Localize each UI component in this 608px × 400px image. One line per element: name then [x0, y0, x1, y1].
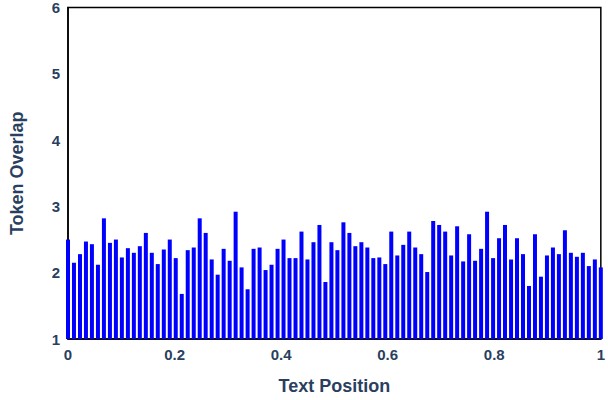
svg-text:4: 4 — [52, 132, 61, 149]
svg-text:6: 6 — [52, 0, 60, 16]
svg-text:0.8: 0.8 — [484, 346, 505, 363]
svg-text:1: 1 — [52, 331, 60, 348]
svg-text:0: 0 — [64, 346, 72, 363]
svg-text:2: 2 — [52, 264, 60, 281]
svg-text:0.4: 0.4 — [271, 346, 293, 363]
svg-text:Token Overlap: Token Overlap — [7, 111, 27, 235]
svg-text:5: 5 — [52, 65, 60, 82]
svg-text:3: 3 — [52, 198, 60, 215]
svg-text:1: 1 — [597, 346, 605, 363]
svg-text:Text Position: Text Position — [279, 376, 391, 396]
svg-text:0.2: 0.2 — [164, 346, 185, 363]
svg-text:0.6: 0.6 — [377, 346, 398, 363]
